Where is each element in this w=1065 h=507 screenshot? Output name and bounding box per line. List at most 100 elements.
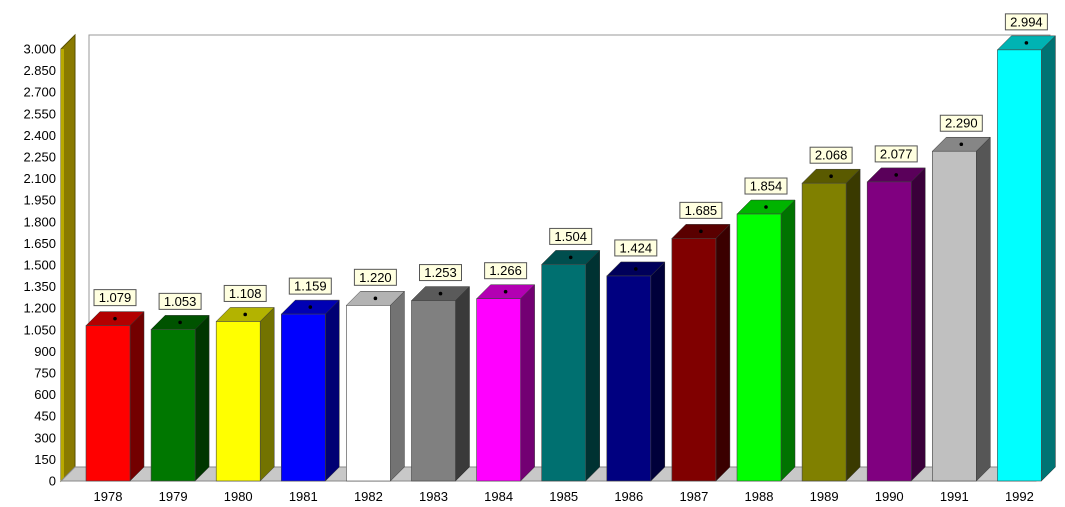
bar-marker <box>568 255 573 260</box>
bar-front <box>606 275 652 482</box>
bar-front <box>931 150 977 482</box>
bar-side <box>325 299 340 482</box>
bar-marker <box>764 205 768 209</box>
bar-marker <box>308 305 313 309</box>
x-tick-label: 1980 <box>224 489 253 504</box>
bar-front <box>215 321 261 482</box>
y-tick-label: 900 <box>34 344 56 359</box>
y-tick-label: 2.700 <box>23 85 56 100</box>
bar-side <box>845 168 861 482</box>
bar-front <box>736 213 782 482</box>
data-label: 1.504 <box>554 229 587 244</box>
data-label: 1.685 <box>685 203 718 218</box>
bar-1987: 1.685 <box>671 201 731 482</box>
data-label-box <box>353 268 397 286</box>
data-label-box <box>809 146 853 164</box>
bar-side <box>910 167 926 482</box>
y-tick-label: 1.950 <box>23 193 56 208</box>
data-label-box <box>549 227 593 245</box>
data-label: 1.266 <box>489 263 522 278</box>
data-label-box <box>419 264 462 282</box>
data-label-box <box>939 114 983 132</box>
y-tick-label: 1.350 <box>23 279 56 294</box>
bar-side <box>976 136 991 482</box>
left-wall-edge <box>61 49 64 481</box>
data-label: 1.253 <box>424 265 457 280</box>
data-label: 2.077 <box>880 146 913 161</box>
y-tick-label: 1.050 <box>23 322 56 337</box>
bar-1984: 1.266 <box>475 262 536 482</box>
data-label: 1.424 <box>620 240 653 255</box>
data-label-box <box>158 292 202 310</box>
bar-marker <box>894 173 898 177</box>
y-tick-label: 2.850 <box>23 63 56 78</box>
data-label-box <box>874 145 918 163</box>
y-tick-label: 600 <box>34 387 56 402</box>
data-label-box <box>1004 13 1048 31</box>
x-tick-label: 1982 <box>354 489 383 504</box>
data-label-box <box>288 277 332 295</box>
bar-marker <box>1024 41 1029 45</box>
bar-1990: 2.077 <box>866 145 926 482</box>
y-tick-label: 3.000 <box>23 42 56 57</box>
bar-side <box>455 285 470 482</box>
x-tick-label: 1988 <box>745 489 774 504</box>
bar-front <box>346 305 391 482</box>
bar-front <box>801 182 847 482</box>
bar-side <box>780 199 796 482</box>
bar-marker <box>373 296 378 301</box>
bar-1979: 1.053 <box>150 292 210 482</box>
bar-1978: 1.079 <box>85 289 145 482</box>
bar-1983: 1.253 <box>410 264 471 482</box>
y-tick-label: 1.200 <box>23 301 56 316</box>
bar-front <box>866 181 912 482</box>
y-tick-label: 150 <box>34 452 56 467</box>
x-tick-label: 1986 <box>614 489 643 504</box>
data-label-box <box>484 262 528 280</box>
bar-front <box>280 313 326 482</box>
data-label: 1.159 <box>294 279 327 294</box>
data-label: 1.854 <box>750 179 783 194</box>
bar-1991: 2.290 <box>931 114 991 482</box>
data-label-box <box>614 239 658 257</box>
bar-marker <box>243 312 247 317</box>
y-tick-label: 750 <box>34 366 56 381</box>
y-tick-label: 1.800 <box>23 214 56 229</box>
x-tick-label: 1984 <box>484 489 513 504</box>
bar-front <box>85 325 131 482</box>
x-tick-label: 1990 <box>875 489 904 504</box>
y-axis: 0 150 300 450 600 750 900 1.050 1.200 1.350 1.500 1… <box>23 42 56 489</box>
y-tick-label: 1.500 <box>23 258 56 273</box>
bar-side <box>129 311 145 482</box>
bar-1985: 1.504 <box>541 227 601 482</box>
x-tick-label: 1979 <box>159 489 188 504</box>
bar-marker <box>959 142 964 147</box>
y-tick-label: 2.550 <box>23 106 56 121</box>
bar-front <box>150 329 196 482</box>
bar-1989: 2.068 <box>801 146 861 482</box>
bar-1986: 1.424 <box>606 239 666 482</box>
bar-side <box>585 249 600 482</box>
bar-1982: 1.220 <box>345 268 406 482</box>
bar-marker <box>699 229 703 234</box>
bar-1981: 1.159 <box>280 277 340 482</box>
bar-side <box>520 284 535 482</box>
bar-side <box>1041 35 1056 482</box>
data-label-box <box>744 177 788 195</box>
y-tick-label: 450 <box>34 409 56 424</box>
y-tick-label: 0 <box>49 474 56 489</box>
x-tick-label: 1992 <box>1005 489 1034 504</box>
bar-front <box>671 238 717 482</box>
bar-marker <box>503 289 508 294</box>
bar-side <box>650 261 666 482</box>
bar-side <box>194 314 210 482</box>
y-tick-label: 2.250 <box>23 150 56 165</box>
bar-front <box>541 264 587 482</box>
bar-1992: 2.994 <box>996 13 1057 482</box>
x-tick-label: 1987 <box>679 489 708 504</box>
bar-marker <box>178 320 182 325</box>
data-label-box <box>223 284 267 302</box>
data-label: 1.053 <box>164 294 197 309</box>
data-label-box <box>93 289 137 307</box>
bar-1988: 1.854 <box>736 177 796 482</box>
